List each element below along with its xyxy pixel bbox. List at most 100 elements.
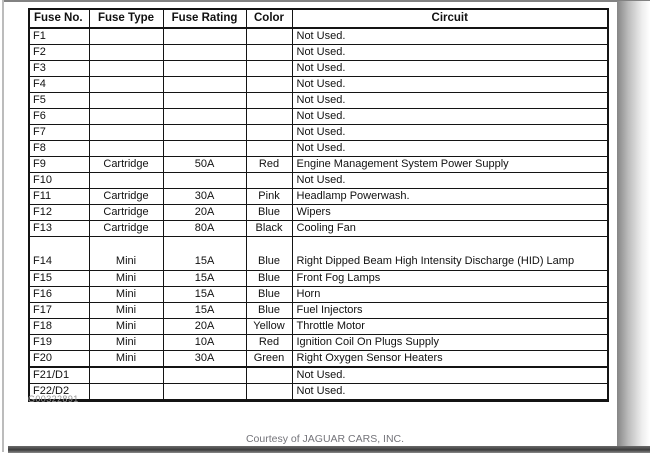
cell-color: Pink [245, 188, 293, 205]
cell-fuse-no: F9 [28, 156, 90, 173]
cell-color [245, 108, 293, 125]
cell-fuse-no: F4 [28, 76, 90, 93]
table-row: F2 Not Used. [28, 44, 609, 61]
table-row: F16 Mini 15A Blue Horn [28, 286, 609, 303]
cell-color: Blue [245, 270, 293, 287]
cell-circuit: Right Oxygen Sensor Heaters [291, 350, 609, 368]
cell-fuse-no: F16 [28, 286, 90, 303]
cell-fuse-type [88, 44, 164, 61]
cell-fuse-type [88, 140, 164, 157]
cell-fuse-rating: 20A [162, 204, 247, 221]
table-row: F12 Cartridge 20A Blue Wipers [28, 204, 609, 221]
table-row: F1 Not Used. [28, 27, 609, 45]
page-top-rule [2, 0, 650, 2]
table-row: F7 Not Used. [28, 124, 609, 141]
cell-fuse-type: Mini [88, 334, 164, 351]
cell-color: Green [245, 350, 293, 368]
cell-fuse-no: F22/D2 [28, 383, 90, 401]
cell-fuse-rating: 50A [162, 156, 247, 173]
header-fuse-type: Fuse Type [88, 8, 164, 29]
cell-color [245, 366, 293, 384]
cell-circuit: Engine Management System Power Supply [291, 156, 609, 173]
cell-fuse-no: F6 [28, 108, 90, 125]
cell-fuse-no: F17 [28, 302, 90, 319]
cell-color [245, 92, 293, 109]
page-right-edge-shadow [617, 1, 650, 448]
cell-fuse-type [88, 366, 164, 384]
cell-fuse-rating: 30A [162, 188, 247, 205]
cell-fuse-rating: 15A [162, 302, 247, 319]
table-row: F11 Cartridge 30A Pink Headlamp Powerwash. [28, 188, 609, 205]
cell-fuse-type: Mini [88, 236, 164, 271]
cell-fuse-rating [162, 124, 247, 141]
cell-fuse-no: F1 [28, 27, 90, 45]
cell-color: Red [245, 156, 293, 173]
cell-fuse-rating [162, 60, 247, 77]
table-row: F14 Mini 15A Blue Right Dipped Beam High Int… [28, 236, 609, 271]
cell-circuit: Front Fog Lamps [291, 270, 609, 287]
cell-fuse-rating: 10A [162, 334, 247, 351]
cell-color: Blue [245, 236, 293, 271]
cell-fuse-rating [162, 383, 247, 401]
cell-circuit: Not Used. [291, 27, 609, 45]
table-row: F3 Not Used. [28, 60, 609, 77]
table-header-row: Fuse No. Fuse Type Fuse Rating Color Cir… [28, 8, 609, 29]
cell-circuit: Not Used. [291, 366, 609, 384]
cell-fuse-type [88, 108, 164, 125]
cell-fuse-no: F21/D1 [28, 366, 90, 384]
fuse-table-body: F1 Not Used. F2 Not Used. F3 Not Used. F4 Not U… [28, 27, 609, 401]
cell-fuse-type: Mini [88, 318, 164, 335]
cell-color [245, 140, 293, 157]
courtesy-line: Courtesy of JAGUAR CARS, INC. [245, 433, 405, 445]
cell-color [245, 124, 293, 141]
cell-color: Blue [245, 302, 293, 319]
cell-fuse-type [88, 124, 164, 141]
cell-circuit: Wipers [291, 204, 609, 221]
cell-fuse-no: F8 [28, 140, 90, 157]
cell-fuse-rating [162, 172, 247, 189]
cell-fuse-no: F7 [28, 124, 90, 141]
cell-circuit: Not Used. [291, 44, 609, 61]
cell-fuse-rating [162, 92, 247, 109]
cell-circuit: Not Used. [291, 60, 609, 77]
cell-fuse-type: Cartridge [88, 156, 164, 173]
cell-circuit: Ignition Coil On Plugs Supply [291, 334, 609, 351]
header-color: Color [245, 8, 293, 29]
table-row: F4 Not Used. [28, 76, 609, 93]
cell-circuit: Not Used. [291, 140, 609, 157]
table-row: F6 Not Used. [28, 108, 609, 125]
cell-color [245, 60, 293, 77]
table-row: F15 Mini 15A Blue Front Fog Lamps [28, 270, 609, 287]
cell-fuse-no: F3 [28, 60, 90, 77]
table-row: F9 Cartridge 50A Red Engine Management Syste… [28, 156, 609, 173]
cell-fuse-type: Cartridge [88, 204, 164, 221]
page-bottom-rule [8, 446, 650, 453]
cell-fuse-no: F13 [28, 220, 90, 237]
cell-fuse-no: F11 [28, 188, 90, 205]
cell-circuit: Throttle Motor [291, 318, 609, 335]
table-row: F8 Not Used. [28, 140, 609, 157]
cell-fuse-no: F19 [28, 334, 90, 351]
cell-color [245, 76, 293, 93]
cell-fuse-rating: 30A [162, 350, 247, 368]
cell-circuit: Not Used. [291, 76, 609, 93]
cell-fuse-type [88, 60, 164, 77]
cell-fuse-type: Mini [88, 286, 164, 303]
cell-fuse-no: F2 [28, 44, 90, 61]
cell-fuse-type: Mini [88, 302, 164, 319]
header-fuse-rating: Fuse Rating [162, 8, 247, 29]
table-row: F21/D1 Not Used. [28, 366, 609, 384]
page-left-rule [2, 0, 4, 452]
cell-circuit: Cooling Fan [291, 220, 609, 237]
cell-fuse-type [88, 172, 164, 189]
cell-fuse-type: Cartridge [88, 220, 164, 237]
cell-fuse-type: Cartridge [88, 188, 164, 205]
table-row: F17 Mini 15A Blue Fuel Injectors [28, 302, 609, 319]
cell-circuit: Right Dipped Beam High Intensity Dischar… [291, 236, 609, 271]
table-row: F5 Not Used. [28, 92, 609, 109]
cell-color: Yellow [245, 318, 293, 335]
cell-fuse-no: F20 [28, 350, 90, 368]
header-circuit: Circuit [291, 8, 609, 29]
cell-color [245, 383, 293, 401]
cell-fuse-type [88, 383, 164, 401]
